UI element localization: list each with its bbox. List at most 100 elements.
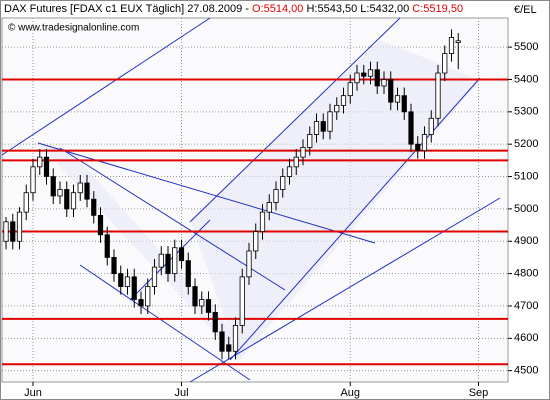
candle-body [293, 156, 299, 168]
candle-body [381, 79, 387, 87]
high-text: H:5543,50 [306, 3, 357, 15]
candle-body [111, 257, 117, 275]
candle-body [334, 104, 340, 113]
candle-body [131, 276, 137, 300]
candle-body [77, 182, 83, 194]
candle-body [70, 192, 77, 210]
candle-body [442, 53, 448, 74]
candle-body [361, 72, 367, 77]
candle-body [347, 82, 353, 97]
candle-body [192, 286, 198, 307]
watermark: © www.tradesignalonline.com [8, 23, 139, 34]
y-tick-label: 5000 [514, 203, 538, 215]
trend-line [79, 264, 251, 381]
candle-body [151, 266, 158, 287]
candle-body [394, 95, 401, 103]
reference-lines [2, 78, 508, 366]
x-tick-label: Jun [24, 387, 42, 399]
candle-body [401, 95, 407, 113]
candle-body [435, 72, 441, 119]
y-tick-label: 4600 [514, 332, 538, 344]
candle-body [37, 156, 43, 168]
candle-body [259, 211, 266, 232]
candle-body [340, 95, 347, 106]
candle-body [239, 276, 245, 326]
candle-body [280, 176, 286, 190]
channel-fill [40, 145, 240, 360]
candle-body [91, 198, 97, 216]
channel-fill [190, 40, 480, 360]
open-text: O:5514,00 [252, 3, 303, 15]
y-tick-label: 4700 [514, 300, 538, 312]
y-tick-label: 5100 [514, 170, 538, 182]
candle-body [313, 121, 320, 135]
y-tick-label: 5300 [514, 106, 538, 118]
candle-body [415, 143, 421, 152]
candle-body [212, 312, 218, 333]
candle-body [408, 111, 414, 145]
candle-body [327, 111, 333, 132]
candle-body [300, 147, 306, 158]
candle-body [388, 79, 394, 103]
candle-body [273, 189, 279, 203]
candle-body [10, 221, 16, 242]
candle-body [374, 69, 380, 87]
candle-body [199, 299, 205, 307]
candle-body [145, 286, 151, 307]
candle-body [57, 189, 63, 197]
y-axis-label: €/EL [514, 4, 537, 16]
candle-body [118, 273, 124, 287]
candle-body [205, 299, 212, 313]
y-tick-label: 5500 [514, 41, 538, 53]
candle-body [455, 40, 461, 43]
candle-body [104, 234, 110, 258]
y-tick-label: 4500 [514, 365, 538, 377]
candle-body [97, 214, 104, 236]
candle-body [84, 182, 90, 200]
trend-line [189, 17, 401, 223]
channels [1, 17, 501, 383]
candle-body [246, 250, 252, 278]
candle-body [158, 253, 164, 268]
candle-body [307, 134, 313, 148]
y-tick-label: 5400 [514, 73, 538, 85]
candle-body [50, 176, 56, 197]
candle-body [286, 166, 293, 177]
candle-body [23, 192, 29, 213]
candle-body [266, 202, 272, 213]
y-tick-label: 4900 [514, 235, 538, 247]
x-tick-label: Sep [469, 387, 489, 399]
candle-body [354, 72, 360, 84]
candle-body [30, 166, 36, 194]
candle-body [64, 189, 70, 210]
candle-body [178, 247, 185, 262]
candle-body [172, 247, 178, 275]
close-text: C:5519,50 [412, 3, 463, 15]
candles [3, 29, 461, 360]
title: DAX Futures [FDAX c1 EUX Täglich] 27.08.… [4, 3, 249, 15]
candle-body [428, 117, 434, 135]
candle-body [185, 260, 191, 287]
trend-line [189, 197, 501, 383]
x-tick-label: Jul [174, 387, 188, 399]
candle-body [124, 276, 131, 287]
x-tick-label: Aug [340, 387, 360, 399]
candle-body [3, 221, 9, 242]
candle-body [232, 324, 239, 352]
y-tick-label: 4800 [514, 268, 538, 280]
candle-body [219, 331, 225, 352]
chart-title: DAX Futures [FDAX c1 EUX Täglich] 27.08.… [4, 3, 463, 15]
candle-body [320, 121, 326, 132]
candle-body [367, 69, 374, 77]
candle-body [226, 344, 232, 352]
y-tick-label: 5200 [514, 138, 538, 150]
candle-body [16, 211, 23, 242]
candle-body [43, 156, 50, 177]
trend-line [1, 17, 211, 156]
candle-body [253, 231, 259, 252]
candle-body [165, 253, 171, 275]
candle-body [138, 299, 144, 307]
candle-body [448, 37, 455, 54]
candle-body [421, 134, 428, 152]
